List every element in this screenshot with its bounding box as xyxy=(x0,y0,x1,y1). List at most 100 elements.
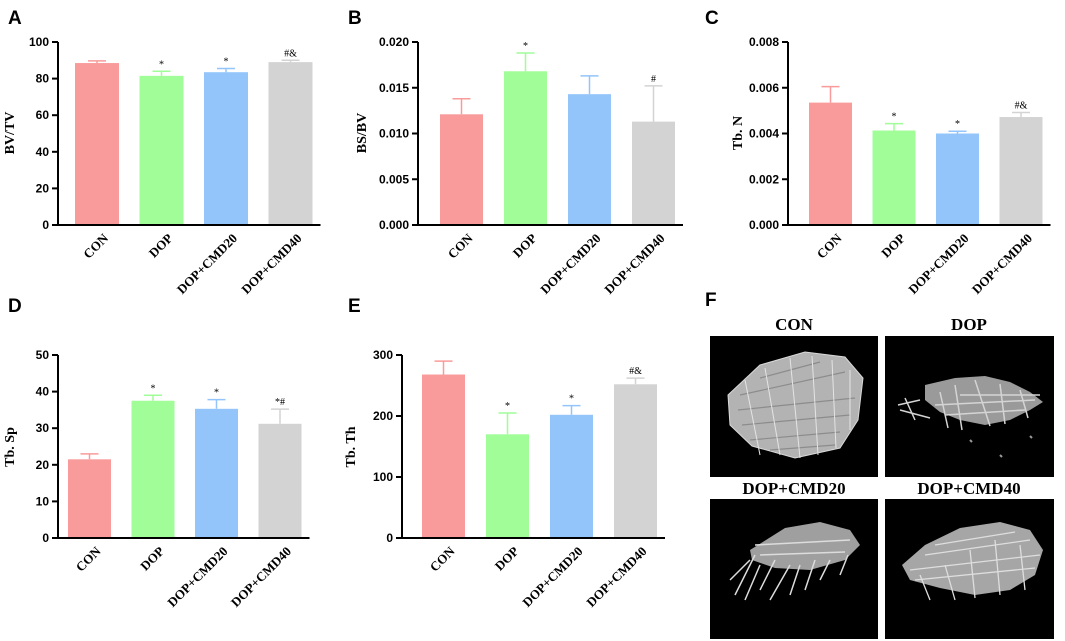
bar-dop xyxy=(131,400,175,538)
error-bar-con xyxy=(88,60,106,64)
category-label-dop-cmd40: DOP+CMD40 xyxy=(228,544,294,610)
panel-c: C Tb. N CON * DOP * DOP+CMD20 #& DOP+CMD40 0.000 0… xyxy=(705,8,1051,297)
bar-dop-cmd20 xyxy=(936,133,979,225)
error-bar-dop-cmd20 xyxy=(562,404,581,415)
y-tick-label: 0.002 xyxy=(749,172,779,186)
significance-dop-cmd20: * xyxy=(214,388,219,399)
significance-dop-cmd40: #& xyxy=(629,366,642,377)
error-bar-dop-cmd40 xyxy=(281,59,300,63)
significance-dop: * xyxy=(505,401,510,412)
bar-dop-cmd40 xyxy=(258,423,302,538)
error-bar-con xyxy=(434,360,453,375)
category-label-dop-cmd40: DOP+CMD40 xyxy=(969,231,1035,297)
y-tick-label: 20 xyxy=(36,181,50,195)
significance-dop-cmd40: *# xyxy=(275,397,285,408)
category-label-dop-cmd40: DOP+CMD40 xyxy=(583,544,649,610)
bar-con xyxy=(68,459,111,538)
bar-dop-cmd20 xyxy=(550,414,593,538)
y-axis-label: BV/TV xyxy=(3,112,18,155)
y-tick-label: 60 xyxy=(36,108,50,122)
error-bar-dop xyxy=(498,412,517,435)
ct-title-con: CON xyxy=(775,315,814,334)
y-tick-label: 40 xyxy=(36,385,50,399)
category-label-con: CON xyxy=(445,230,476,261)
ct-title-dop: DOP xyxy=(951,315,987,334)
panel-a: A BV/TV CON * DOP * DOP+CMD20 #& DOP+CMD40 0 20 40 6… xyxy=(3,8,321,297)
y-axis-label: Tb. Sp xyxy=(3,427,18,467)
y-tick-label: 0 xyxy=(42,218,49,232)
category-label-dop-cmd20: DOP+CMD20 xyxy=(519,544,585,610)
error-bar-dop-cmd40 xyxy=(271,408,289,424)
y-tick-label: 0.015 xyxy=(379,81,409,95)
panel-letter-a: A xyxy=(8,8,22,29)
ct-image-dop-cmd20 xyxy=(710,499,878,639)
category-label-dop: DOP xyxy=(492,543,522,573)
error-bar-con xyxy=(80,453,99,460)
category-label-dop: DOP xyxy=(137,543,167,573)
significance-dop: * xyxy=(892,112,897,123)
panel-e: E Tb. Th CON * DOP * DOP+CMD20 #& DOP+CMD40 0 100 2… xyxy=(344,296,665,610)
bar-dop xyxy=(486,434,529,538)
significance-dop-cmd40: #& xyxy=(1015,100,1028,111)
error-bar-dop xyxy=(144,394,162,401)
category-label-dop-cmd20: DOP+CMD20 xyxy=(174,231,240,297)
y-tick-label: 0.020 xyxy=(379,35,409,49)
bar-con xyxy=(75,63,119,225)
significance-dop: * xyxy=(159,59,164,70)
bar-con xyxy=(440,114,483,225)
significance-dop-cmd20: * xyxy=(224,57,229,68)
bar-dop-cmd20 xyxy=(568,94,611,225)
significance-dop: * xyxy=(151,383,156,394)
y-tick-label: 20 xyxy=(36,458,50,472)
category-label-dop-cmd40: DOP+CMD40 xyxy=(238,231,304,297)
error-bar-dop-cmd40 xyxy=(626,377,645,385)
error-bar-dop-cmd20 xyxy=(217,67,235,73)
y-tick-label: 0.006 xyxy=(749,81,779,95)
y-tick-label: 200 xyxy=(373,409,393,423)
y-tick-label: 0.010 xyxy=(379,127,409,141)
y-tick-label: 0.000 xyxy=(379,218,409,232)
error-bar-dop-cmd40 xyxy=(1012,111,1030,118)
panel-letter-f: F xyxy=(705,290,717,311)
bar-con xyxy=(809,102,852,225)
y-tick-label: 0 xyxy=(42,531,49,545)
category-label-dop-cmd20: DOP+CMD20 xyxy=(537,231,603,297)
error-bar-dop-cmd20 xyxy=(580,75,599,95)
bar-dop xyxy=(139,75,184,225)
y-tick-label: 0.004 xyxy=(749,127,779,141)
significance-dop-cmd20: * xyxy=(955,119,960,130)
category-label-dop: DOP xyxy=(510,230,540,260)
error-bar-dop xyxy=(152,70,171,76)
y-tick-label: 50 xyxy=(36,348,50,362)
y-tick-label: 0 xyxy=(386,531,393,545)
bar-dop xyxy=(504,71,547,225)
ct-title-dop-cmd40: DOP+CMD40 xyxy=(917,479,1020,498)
category-label-con: CON xyxy=(427,543,458,574)
y-tick-label: 40 xyxy=(36,145,50,159)
ct-image-con xyxy=(710,336,878,477)
panel-f: F CON DOP DOP+CMD20 DOP+CMD40 xyxy=(705,290,1054,639)
category-label-dop-cmd20: DOP+CMD20 xyxy=(164,544,230,610)
significance-dop-cmd40: #& xyxy=(284,48,297,59)
y-tick-label: 0.000 xyxy=(749,218,779,232)
bar-dop-cmd40 xyxy=(268,62,313,225)
panel-letter-d: D xyxy=(8,296,22,317)
y-tick-label: 0.008 xyxy=(749,35,779,49)
error-bar-con xyxy=(821,85,840,103)
category-label-dop-cmd40: DOP+CMD40 xyxy=(601,231,667,297)
bar-dop xyxy=(872,130,916,225)
y-tick-label: 300 xyxy=(373,348,393,362)
error-bar-con xyxy=(452,97,471,115)
significance-dop-cmd40: # xyxy=(651,74,656,85)
y-axis-label: Tb. Th xyxy=(344,426,359,467)
bar-dop-cmd40 xyxy=(999,117,1043,225)
ct-image-dop-cmd40 xyxy=(885,499,1054,639)
y-tick-label: 100 xyxy=(29,35,49,49)
significance-dop-cmd20: * xyxy=(569,394,574,405)
panel-letter-c: C xyxy=(705,8,719,29)
significance-dop: * xyxy=(523,41,528,52)
category-label-con: CON xyxy=(814,230,845,261)
error-bar-dop xyxy=(516,52,535,72)
